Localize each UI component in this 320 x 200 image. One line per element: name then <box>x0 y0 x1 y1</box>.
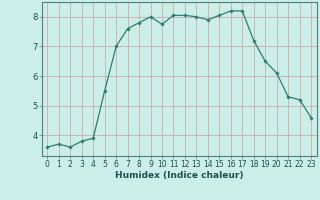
X-axis label: Humidex (Indice chaleur): Humidex (Indice chaleur) <box>115 171 244 180</box>
